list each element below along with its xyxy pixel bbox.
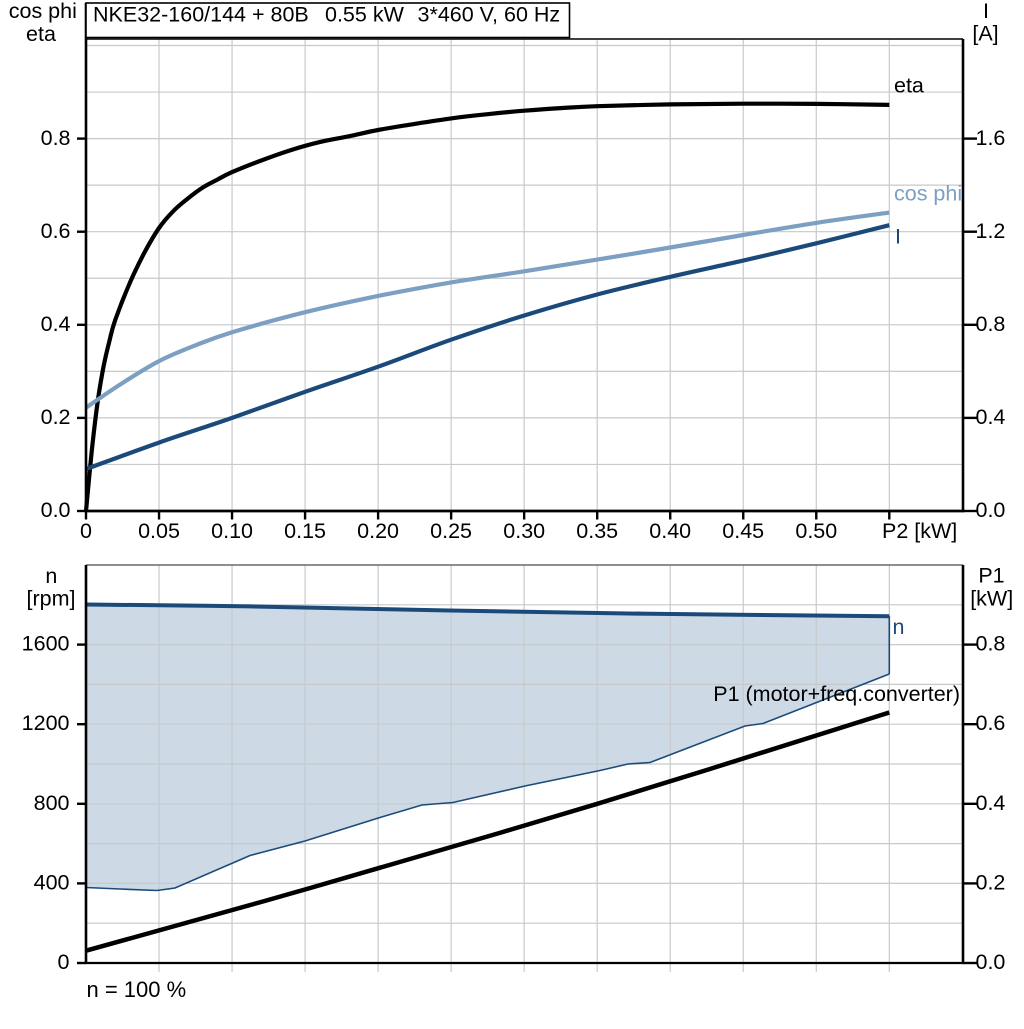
svg-text:P1 (motor+freq.converter): P1 (motor+freq.converter) [713,682,960,706]
svg-text:0.0: 0.0 [976,950,1006,974]
svg-text:0.4: 0.4 [976,405,1006,429]
svg-text:I: I [895,225,901,249]
svg-text:n: n [45,564,57,588]
svg-text:0.6: 0.6 [976,711,1006,735]
svg-text:1.2: 1.2 [976,219,1006,243]
svg-text:0.25: 0.25 [430,519,472,543]
svg-text:0.35: 0.35 [576,519,618,543]
svg-text:0.45: 0.45 [722,519,764,543]
svg-text:0.10: 0.10 [211,519,253,543]
svg-text:1200: 1200 [22,711,70,735]
svg-text:n: n [893,615,905,639]
svg-text:0.0: 0.0 [41,498,71,522]
svg-text:0.8: 0.8 [41,126,71,150]
svg-text:[rpm]: [rpm] [27,586,76,610]
svg-text:0.6: 0.6 [41,219,71,243]
svg-text:0.8: 0.8 [976,632,1006,656]
svg-text:3*460 V, 60 Hz: 3*460 V, 60 Hz [418,3,561,27]
svg-text:[kW]: [kW] [970,586,1013,610]
svg-text:800: 800 [34,791,70,815]
svg-text:0.20: 0.20 [357,519,399,543]
svg-text:0.4: 0.4 [976,791,1006,815]
svg-text:cos phi: cos phi [894,182,962,206]
svg-text:0.15: 0.15 [284,519,326,543]
svg-text:n = 100 %: n = 100 % [87,977,187,1002]
svg-text:P2 [kW]: P2 [kW] [882,519,957,543]
svg-text:eta: eta [26,22,56,46]
svg-text:P1: P1 [978,564,1004,588]
svg-text:1600: 1600 [22,632,70,656]
svg-text:0: 0 [80,519,92,543]
svg-text:0.2: 0.2 [976,870,1006,894]
svg-text:400: 400 [34,870,70,894]
svg-text:0.4: 0.4 [41,312,71,336]
svg-text:1.6: 1.6 [976,126,1006,150]
svg-text:0.2: 0.2 [41,405,71,429]
svg-text:0.55 kW: 0.55 kW [325,3,405,27]
svg-text:0: 0 [58,950,70,974]
svg-text:I: I [983,0,989,23]
svg-text:0.05: 0.05 [138,519,180,543]
svg-text:0.30: 0.30 [503,519,545,543]
svg-text:0.40: 0.40 [649,519,691,543]
svg-text:0.0: 0.0 [976,498,1006,522]
svg-text:NKE32-160/144 + 80B: NKE32-160/144 + 80B [93,3,309,27]
svg-text:cos phi: cos phi [9,0,77,23]
svg-text:0.50: 0.50 [795,519,837,543]
svg-text:0.8: 0.8 [976,312,1006,336]
svg-text:[A]: [A] [972,21,998,45]
svg-text:eta: eta [894,73,924,97]
